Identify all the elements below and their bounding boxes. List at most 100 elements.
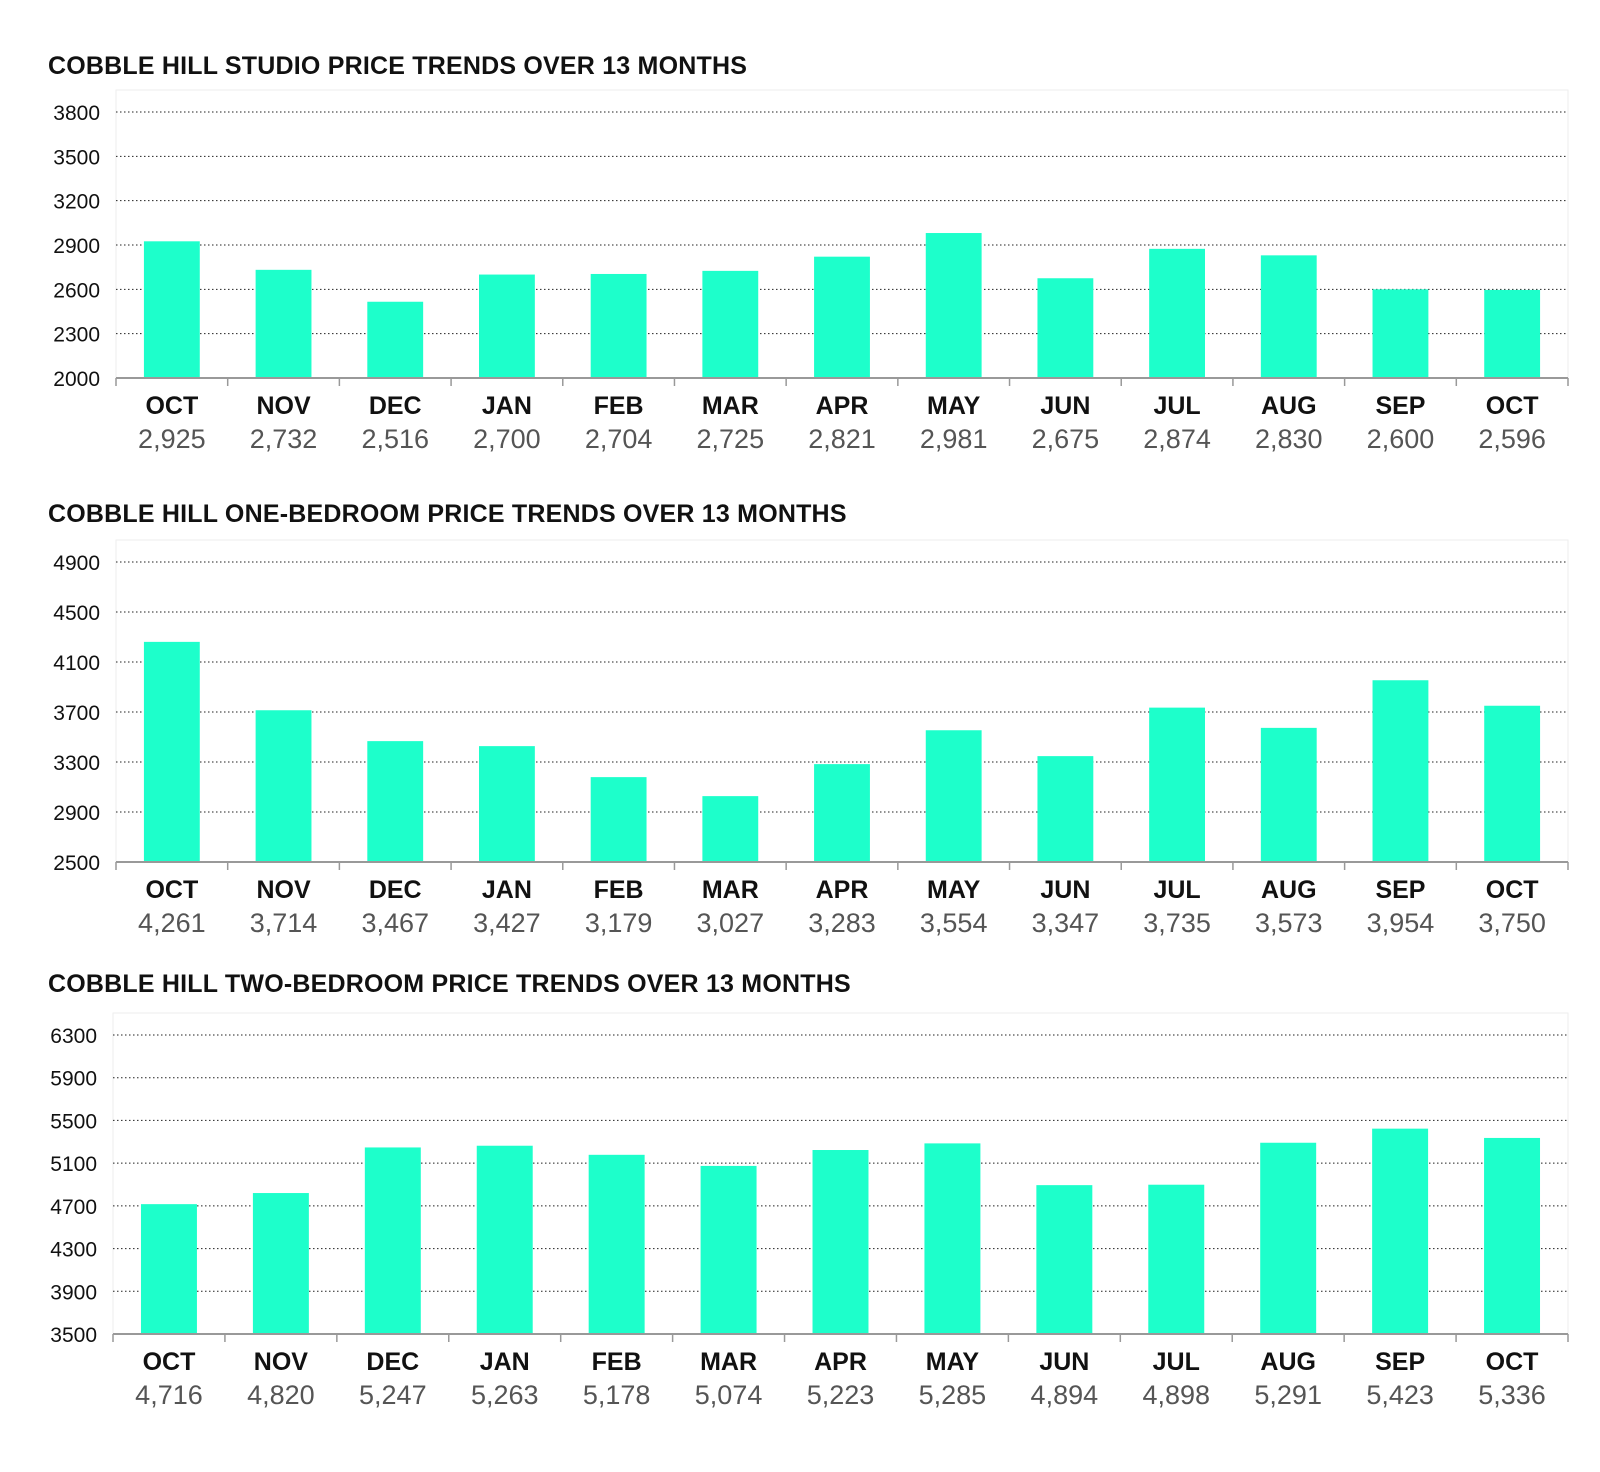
category-label: JUL: [1153, 1348, 1200, 1376]
data-label: 3,954: [1367, 908, 1435, 938]
data-label: 4,716: [135, 1380, 203, 1410]
category-label: OCT: [1486, 392, 1539, 420]
data-label: 4,894: [1031, 1380, 1099, 1410]
data-label: 3,554: [920, 908, 988, 938]
bar: [812, 1150, 869, 1334]
bar: [1372, 289, 1429, 378]
bar: [1037, 278, 1094, 378]
y-tick-label: 3500: [53, 146, 100, 169]
y-tick-label: 2900: [53, 802, 100, 825]
data-label: 2,732: [250, 424, 318, 454]
category-label: MAY: [927, 392, 981, 420]
bar: [1484, 289, 1541, 378]
category-label: MAR: [702, 876, 759, 904]
category-label: SEP: [1375, 876, 1425, 904]
data-label: 5,285: [919, 1380, 987, 1410]
data-label: 4,820: [247, 1380, 315, 1410]
y-tick-label: 5900: [50, 1068, 97, 1091]
y-tick-label: 3200: [53, 191, 100, 214]
category-label: NOV: [256, 392, 311, 420]
data-label: 3,179: [585, 908, 653, 938]
bar: [1372, 1128, 1429, 1334]
y-tick-label: 2300: [53, 324, 100, 347]
bar: [814, 764, 870, 862]
category-label: FEB: [594, 876, 644, 904]
y-tick-label: 4700: [50, 1196, 97, 1219]
y-tick-label: 4300: [50, 1239, 97, 1262]
y-tick-label: 2600: [53, 279, 100, 302]
category-label: OCT: [1486, 1348, 1539, 1376]
data-label: 3,027: [697, 908, 765, 938]
data-label: 4,261: [138, 908, 206, 938]
bar: [1037, 756, 1094, 862]
category-label: AUG: [1261, 876, 1317, 904]
y-tick-label: 3900: [50, 1281, 97, 1304]
data-label: 2,596: [1478, 424, 1546, 454]
data-label: 4,898: [1142, 1380, 1210, 1410]
category-label: OCT: [145, 876, 198, 904]
data-label: 2,600: [1367, 424, 1435, 454]
category-label: JUN: [1040, 876, 1090, 904]
data-label: 5,247: [359, 1380, 427, 1410]
bar: [925, 730, 982, 862]
category-label: AUG: [1261, 392, 1317, 420]
data-label: 2,981: [920, 424, 988, 454]
bar: [252, 1193, 309, 1334]
y-tick-label: 3300: [53, 752, 100, 775]
chart-title: COBBLE HILL ONE-BEDROOM PRICE TRENDS OVE…: [48, 500, 847, 528]
y-tick-label: 5500: [50, 1110, 97, 1133]
data-label: 2,700: [473, 424, 541, 454]
bar: [1372, 680, 1429, 862]
one-bedroom-chart-svg: 2500 2900 3300 3700 4100 4500 4900 OCT 4,261 NOV 3…: [53, 539, 1569, 938]
data-label: 5,336: [1478, 1380, 1546, 1410]
data-label: 3,283: [808, 908, 876, 938]
bar: [1484, 1137, 1541, 1334]
bar: [476, 1145, 533, 1334]
category-label: JUL: [1153, 392, 1200, 420]
data-label: 2,675: [1032, 424, 1100, 454]
category-label: JAN: [480, 1348, 530, 1376]
category-label: NOV: [254, 1348, 309, 1376]
bar: [925, 233, 982, 378]
category-label: NOV: [256, 876, 311, 904]
data-label: 3,750: [1478, 908, 1546, 938]
bar: [479, 746, 535, 862]
bar: [140, 1204, 197, 1334]
category-label: SEP: [1375, 392, 1425, 420]
data-label: 5,178: [583, 1380, 651, 1410]
y-tick-label: 2500: [53, 852, 100, 875]
category-label: FEB: [592, 1348, 642, 1376]
bar: [1148, 1184, 1205, 1334]
category-label: MAY: [927, 876, 981, 904]
category-label: JUN: [1039, 1348, 1089, 1376]
category-label: APR: [816, 876, 869, 904]
bar: [924, 1143, 981, 1334]
data-label: 3,347: [1032, 908, 1100, 938]
category-label: APR: [814, 1348, 867, 1376]
category-label: DEC: [369, 876, 422, 904]
category-label: JAN: [482, 876, 532, 904]
bar: [814, 256, 870, 378]
data-label: 5,074: [695, 1380, 763, 1410]
category-label: APR: [816, 392, 869, 420]
data-label: 5,423: [1366, 1380, 1434, 1410]
studio-chart-panel: COBBLE HILL STUDIO PRICE TRENDS OVER 13 …: [0, 52, 1600, 482]
category-label: JUL: [1153, 876, 1200, 904]
category-label: MAY: [926, 1348, 980, 1376]
category-label: JAN: [482, 392, 532, 420]
y-tick-label: 4100: [53, 652, 100, 675]
chart-title: COBBLE HILL TWO-BEDROOM PRICE TRENDS OVE…: [48, 970, 851, 998]
y-tick-label: 3800: [53, 102, 100, 125]
bar: [143, 641, 200, 862]
category-label: OCT: [145, 392, 198, 420]
bar: [702, 270, 759, 378]
bar: [1149, 707, 1205, 862]
bar: [364, 1147, 421, 1334]
category-label: DEC: [366, 1348, 419, 1376]
bar: [367, 301, 424, 378]
category-label: AUG: [1260, 1348, 1316, 1376]
bar: [702, 796, 759, 862]
y-tick-label: 5100: [50, 1153, 97, 1176]
category-label: MAR: [700, 1348, 757, 1376]
data-label: 5,291: [1254, 1380, 1322, 1410]
